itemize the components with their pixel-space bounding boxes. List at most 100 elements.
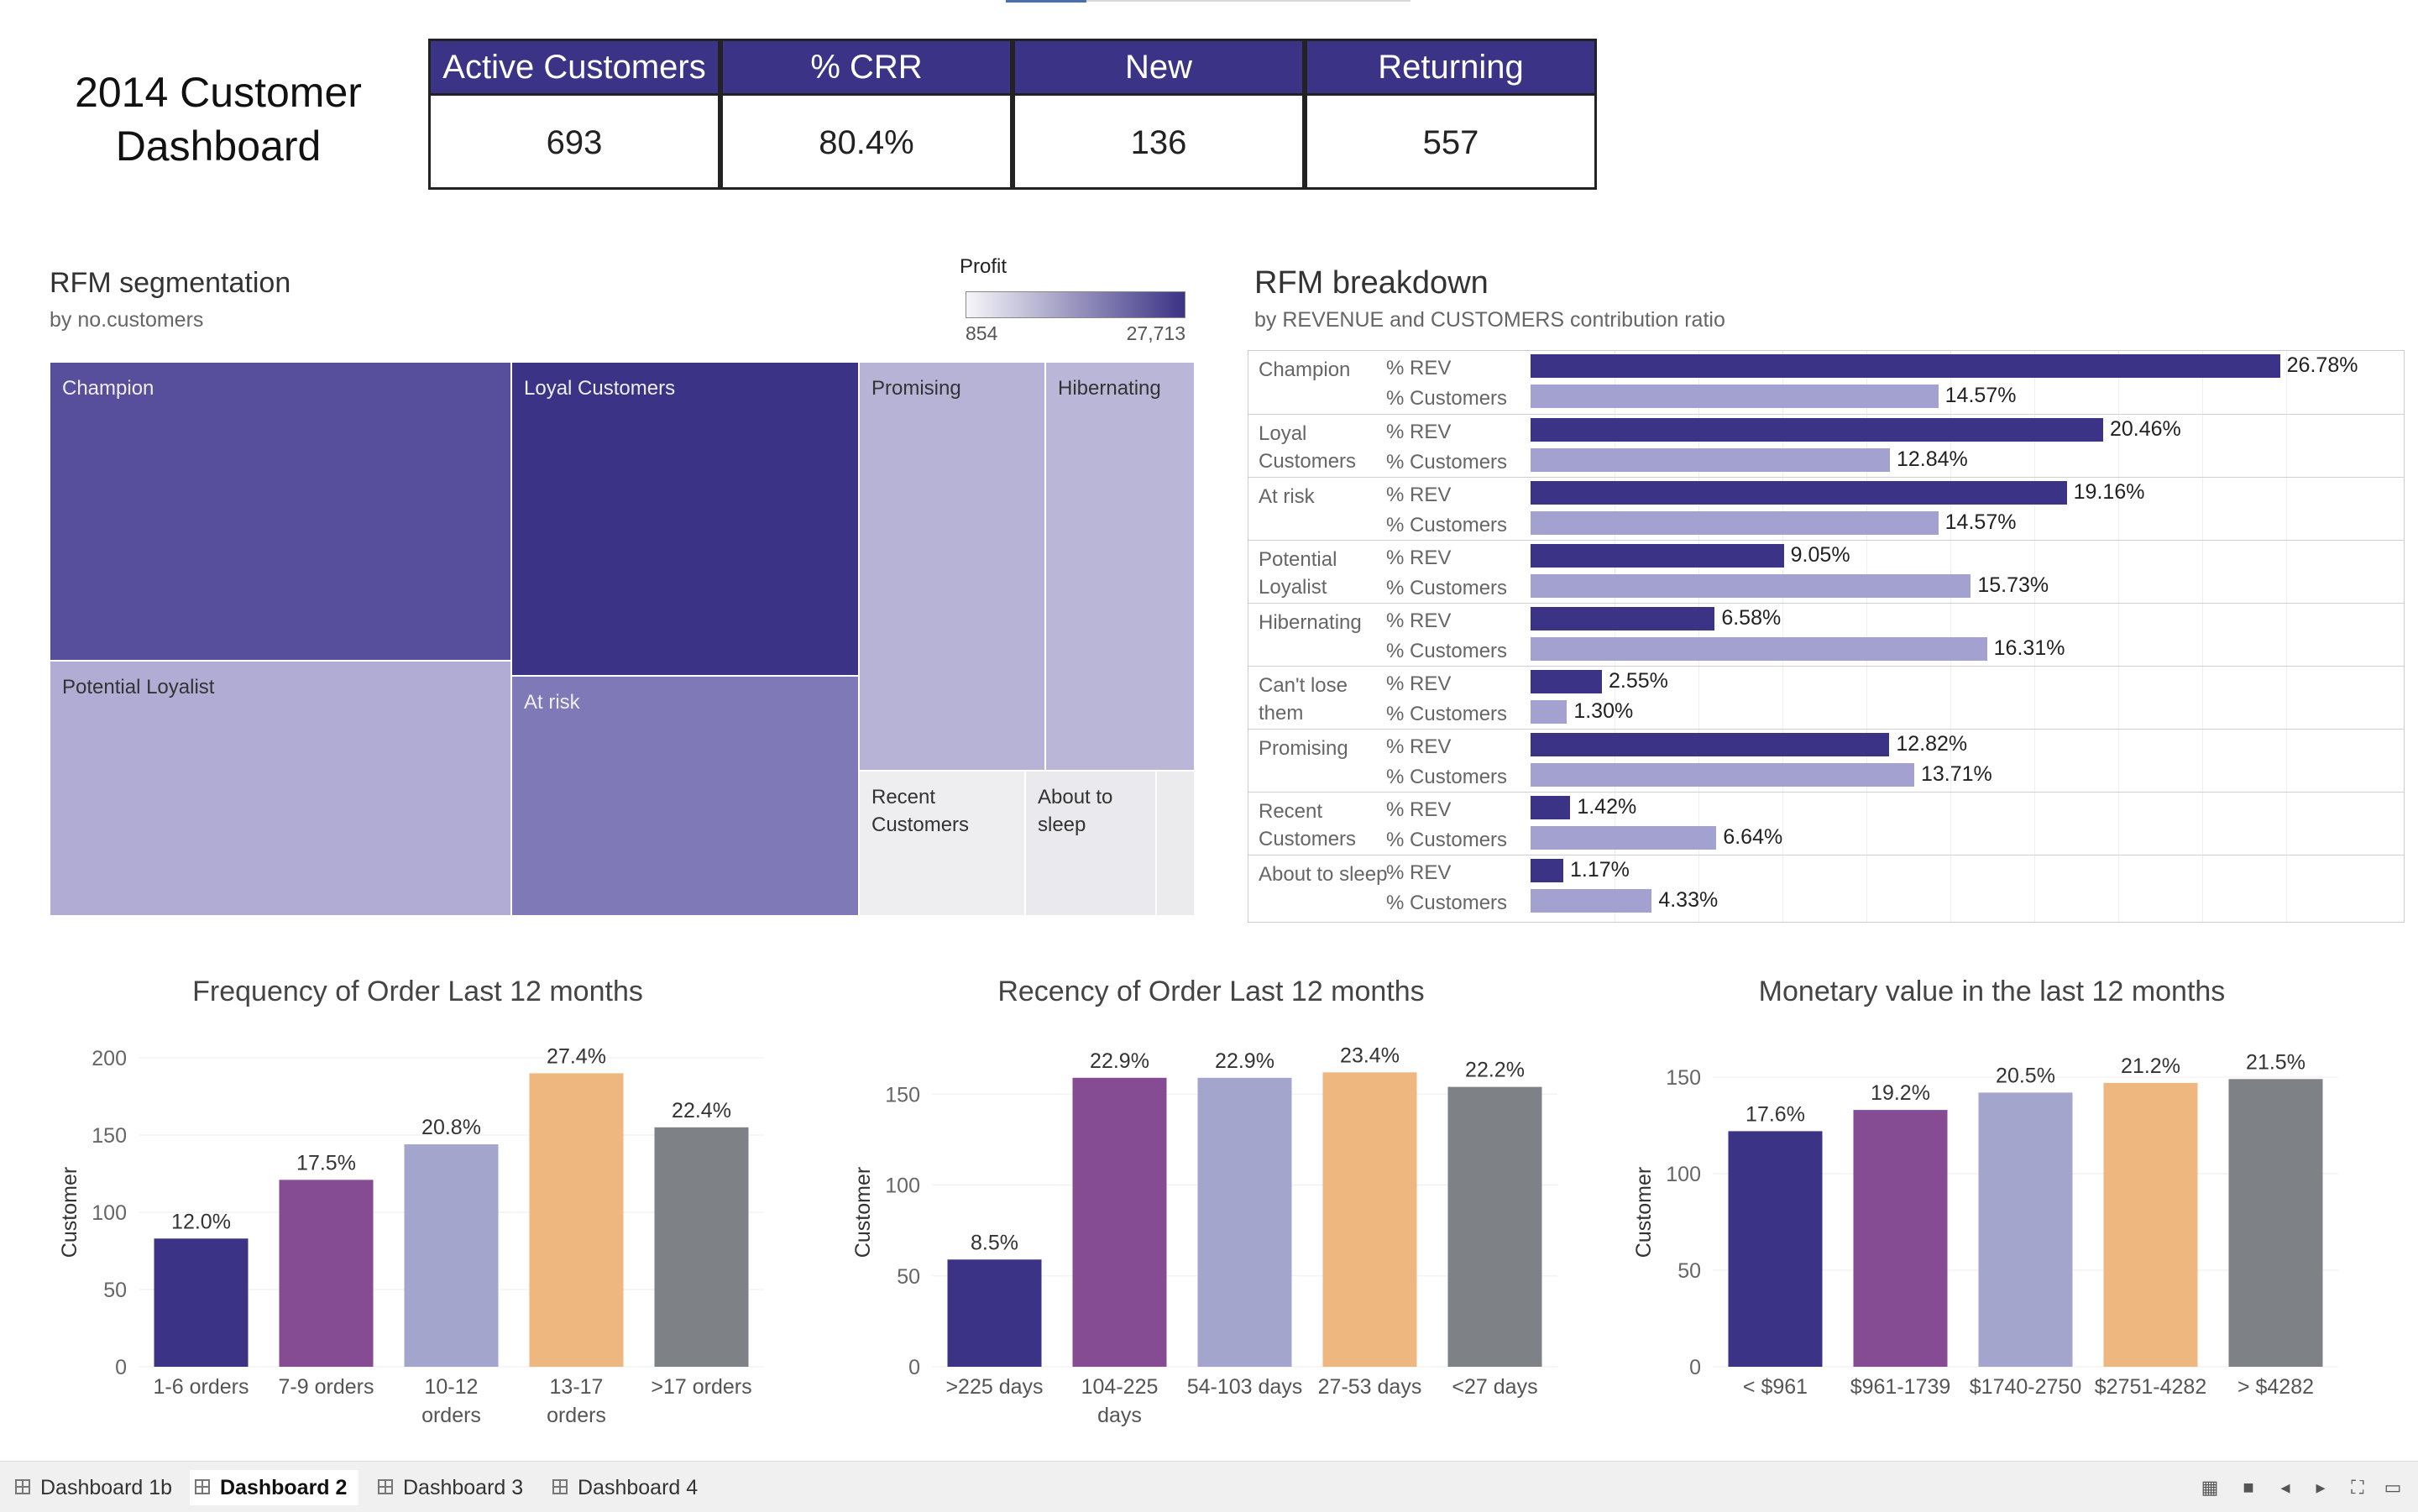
bar: [279, 1180, 374, 1367]
bar: [1853, 1110, 1948, 1367]
rev-bar[interactable]: [1531, 733, 1890, 756]
data-label: 23.4%: [1340, 1044, 1400, 1067]
rev-bar[interactable]: [1531, 607, 1715, 630]
rev-bar[interactable]: [1531, 544, 1784, 568]
tab-dashboard-3[interactable]: Dashboard 3: [373, 1470, 523, 1505]
measure-label: % REV: [1386, 672, 1452, 695]
kpi-value: 693: [546, 124, 603, 161]
present-icon[interactable]: ▭: [2384, 1477, 2402, 1498]
bar: [1072, 1077, 1167, 1367]
y-axis-label: Customer: [1632, 1167, 1656, 1258]
tab-dashboard-2[interactable]: Dashboard 2: [190, 1470, 359, 1505]
rev-bar[interactable]: [1531, 481, 2067, 505]
data-label: 21.2%: [2121, 1054, 2180, 1078]
y-tick-label: 150: [1666, 1066, 1701, 1090]
kpi-header: New: [1015, 41, 1302, 96]
bar: [1728, 1131, 1823, 1367]
kpi-returning: Returning 557: [1305, 39, 1597, 190]
x-tick-label: >225 days: [945, 1375, 1043, 1399]
breakdown-row: At risk % REV 19.16% % Customers 14.57%: [1248, 477, 2404, 540]
dashboard-icon: [378, 1479, 393, 1494]
bar-value-label: 1.42%: [1577, 795, 1637, 819]
customers-bar[interactable]: [1531, 637, 1987, 661]
chart-title: Recency of Order Last 12 months: [997, 976, 1424, 1007]
rev-bar[interactable]: [1531, 670, 1602, 693]
customers-bar[interactable]: [1531, 448, 1890, 472]
grid-view-icon[interactable]: ▦: [2201, 1477, 2219, 1498]
tile-small-segment[interactable]: [1156, 771, 1195, 916]
y-tick-label: 0: [115, 1356, 127, 1379]
bar: [947, 1259, 1042, 1367]
bar-value-label: 19.16%: [2073, 480, 2145, 504]
data-label: 22.2%: [1465, 1059, 1525, 1082]
tile-potential-loyalist[interactable]: Potential Loyalist: [50, 661, 511, 916]
grid-line: [2034, 351, 2035, 922]
customers-bar[interactable]: [1531, 700, 1568, 724]
tile-hibernating[interactable]: Hibernating: [1045, 362, 1195, 771]
x-tick-label: < $961: [1743, 1375, 1808, 1399]
chart-title: Frequency of Order Last 12 months: [192, 976, 643, 1007]
x-tick-label: > $4282: [2237, 1375, 2314, 1399]
customers-bar[interactable]: [1531, 763, 1914, 787]
segment-name: About to sleep: [1259, 863, 1388, 886]
tile-champion[interactable]: Champion: [50, 362, 511, 661]
customers-bar[interactable]: [1531, 511, 1939, 535]
rev-bar[interactable]: [1531, 354, 2280, 378]
bar-value-label: 14.57%: [1944, 384, 2017, 407]
measure-label: % Customers: [1386, 387, 1508, 410]
breakdown-row: Hibernating % REV 6.58% % Customers 16.31%: [1248, 603, 2404, 666]
y-tick-label: 150: [92, 1124, 127, 1148]
top-tab-track: [1086, 0, 1410, 2]
x-tick-label: 1-6 orders: [154, 1375, 249, 1399]
measure-label: % REV: [1386, 610, 1452, 632]
bar-value-label: 12.82%: [1896, 732, 1968, 756]
customers-bar[interactable]: [1531, 385, 1939, 408]
tab-dashboard-1b[interactable]: Dashboard 1b: [10, 1470, 172, 1505]
tile-label: Hibernating: [1058, 377, 1161, 400]
bar: [404, 1144, 499, 1367]
x-tick-label: orders: [547, 1404, 606, 1427]
recency-chart: Recency of Order Last 12 months 0 50 100 150…: [851, 976, 1557, 1427]
measure-label: % REV: [1386, 357, 1452, 379]
y-tick-label: 100: [1666, 1163, 1701, 1186]
kpi-new: New 136: [1013, 39, 1305, 190]
grid-line: [1866, 351, 1867, 922]
prev-icon[interactable]: ◂: [2280, 1477, 2290, 1498]
customers-bar[interactable]: [1531, 574, 1971, 598]
tab-dashboard-4[interactable]: Dashboard 4: [547, 1470, 698, 1505]
tile-at-risk[interactable]: At risk: [511, 676, 859, 916]
y-axis-label: Customer: [851, 1167, 875, 1258]
rev-bar[interactable]: [1531, 796, 1571, 819]
rfm-breakdown-chart: Champion % REV 26.78% % Customers 14.57% Loya…: [1248, 350, 2405, 923]
single-view-icon[interactable]: ■: [2243, 1477, 2254, 1498]
customers-bar[interactable]: [1531, 889, 1652, 913]
tile-about-to-sleep[interactable]: About to sleep: [1025, 771, 1156, 916]
x-tick-label: days: [1097, 1404, 1142, 1427]
rev-bar[interactable]: [1531, 859, 1563, 882]
bar-value-label: 6.58%: [1721, 606, 1782, 630]
measure-label: % Customers: [1386, 514, 1508, 536]
bar: [2103, 1082, 2198, 1367]
data-label: 22.9%: [1090, 1049, 1149, 1073]
frequency-chart: Frequency of Order Last 12 months 0 50 100 1…: [58, 976, 764, 1427]
bar-value-label: 6.64%: [1723, 825, 1783, 849]
bar: [2228, 1079, 2323, 1367]
tile-loyal-customers[interactable]: Loyal Customers: [511, 362, 859, 676]
tile-recent-customers[interactable]: Recent Customers: [859, 771, 1025, 916]
grid-line: [2286, 351, 2287, 922]
bar-value-label: 15.73%: [1977, 573, 2049, 597]
bar: [654, 1127, 749, 1367]
rev-bar[interactable]: [1531, 418, 2103, 442]
data-label: 8.5%: [971, 1231, 1018, 1254]
customers-bar[interactable]: [1531, 826, 1717, 850]
data-label: 19.2%: [1871, 1081, 1930, 1105]
next-icon[interactable]: ▸: [2316, 1477, 2326, 1498]
dashboard-title: 2014 Customer Dashboard: [75, 69, 362, 170]
x-tick-label: 13-17: [550, 1375, 604, 1399]
bar-value-label: 13.71%: [1921, 762, 1992, 786]
fullscreen-icon[interactable]: ⛶: [2351, 1477, 2364, 1498]
bar-value-label: 1.30%: [1573, 699, 1634, 723]
dashboard-icon: [552, 1479, 568, 1494]
measure-label: % Customers: [1386, 640, 1508, 662]
tile-promising[interactable]: Promising: [859, 362, 1045, 771]
